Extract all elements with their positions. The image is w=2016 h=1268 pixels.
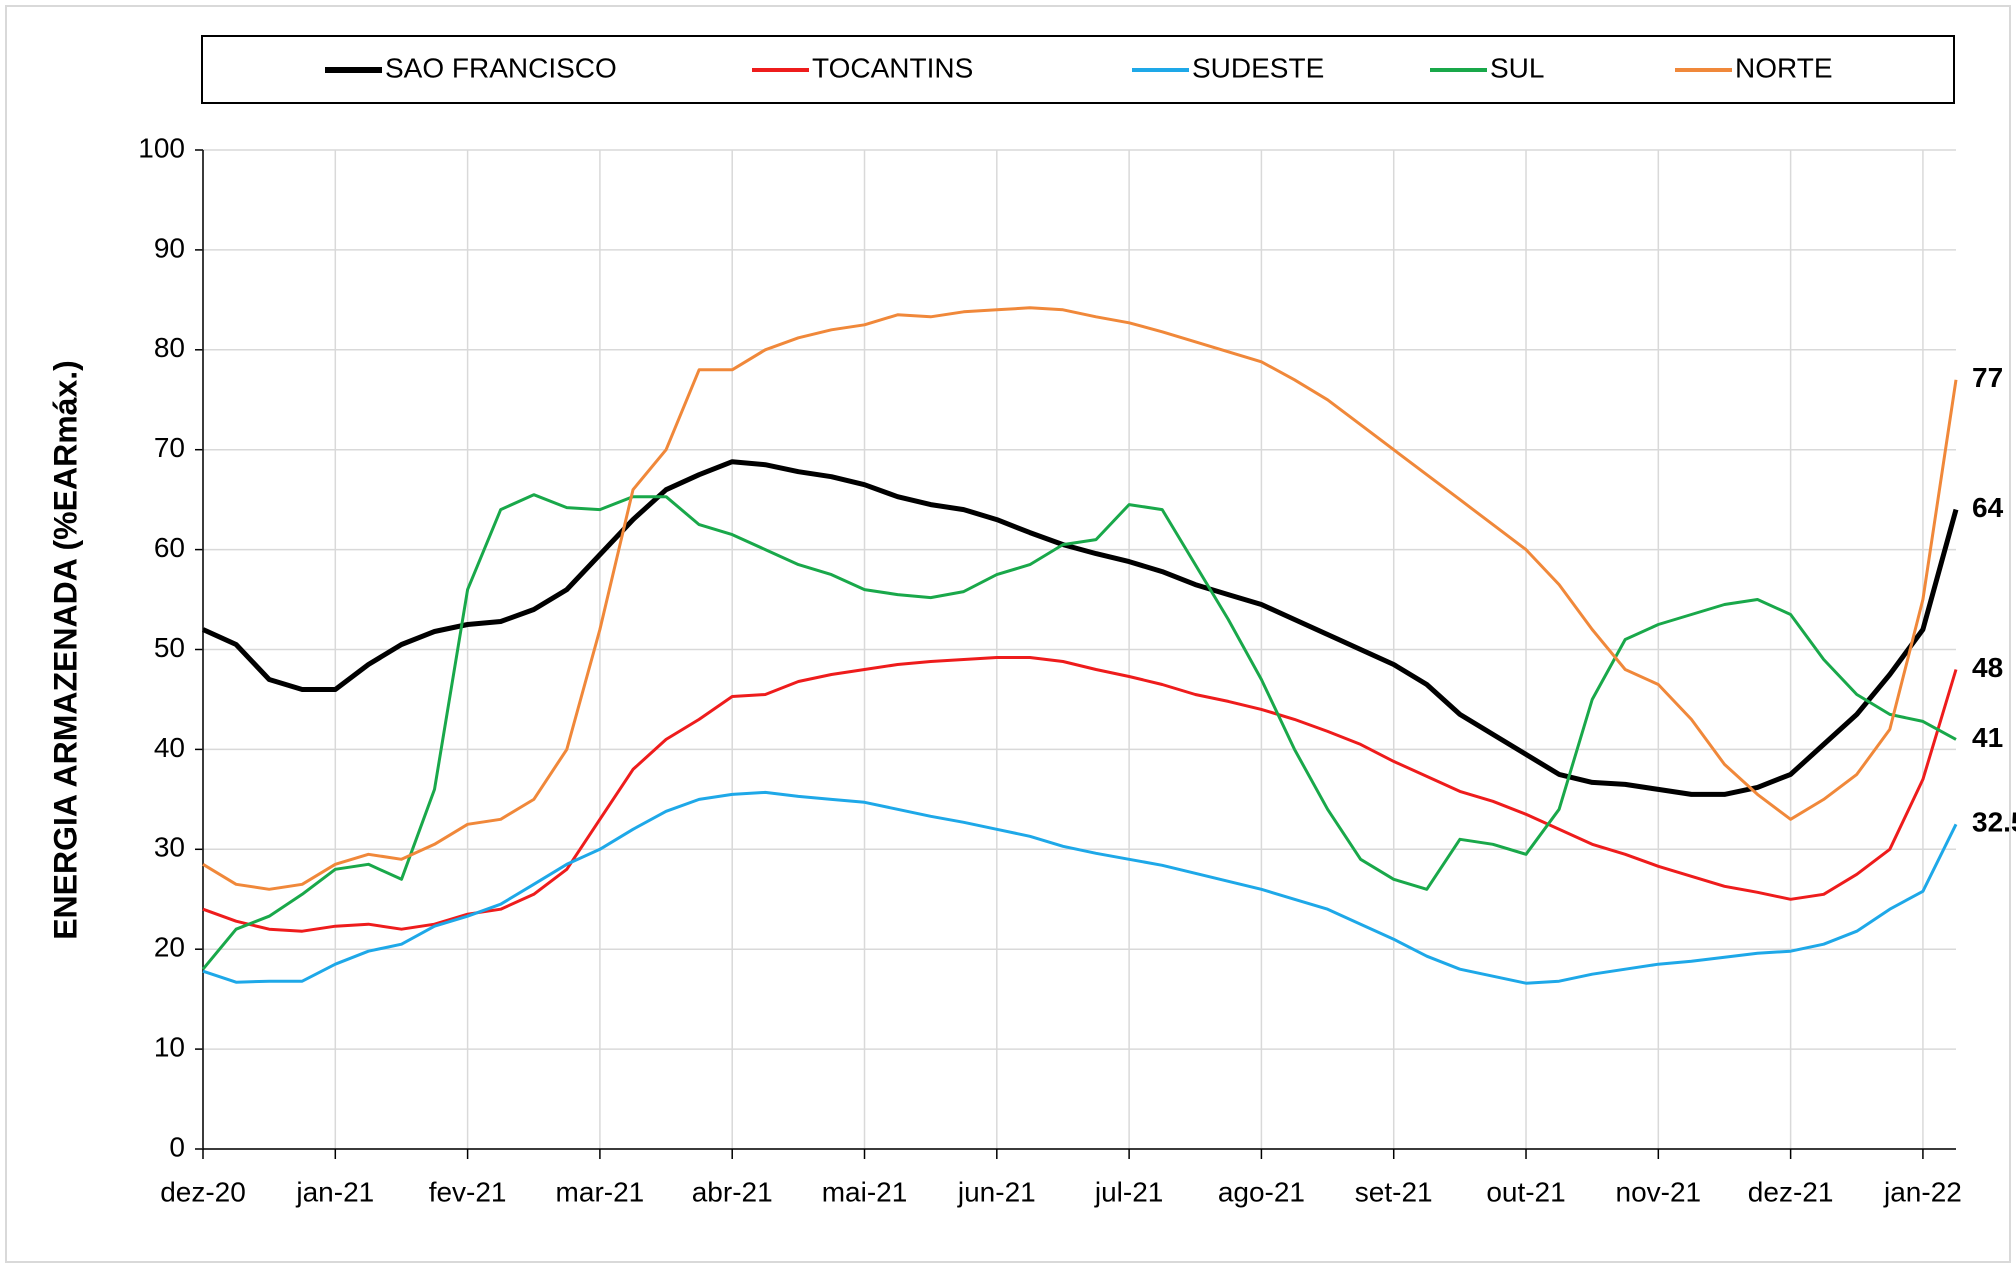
y-tick-label: 40 [154,732,185,763]
legend-label: NORTE [1735,52,1833,83]
end-value-label: 41 [1972,722,2003,753]
series-line [202,306,1958,891]
x-tick-label: jun-21 [957,1176,1036,1207]
end-value-label: 77 [1972,362,2003,393]
x-tick-label: mar-21 [556,1176,645,1207]
series-line [202,790,1958,985]
legend-label: SUDESTE [1192,52,1324,83]
y-tick-label: 90 [154,232,185,263]
x-tick-label: dez-20 [160,1176,246,1207]
x-tick-label: mai-21 [822,1176,908,1207]
end-value-label: 64 [1972,492,2004,523]
legend-label: SUL [1490,52,1544,83]
x-tick-label: abr-21 [692,1176,773,1207]
end-value-label: 32.5 [1972,807,2016,838]
y-tick-label: 20 [154,932,185,963]
x-tick-label: jan-22 [1883,1176,1962,1207]
end-value-label: 48 [1972,652,2003,683]
y-tick-label: 50 [154,632,185,663]
y-axis-title: ENERGIA ARMAZENADA (%EARmáx.) [47,360,83,940]
chart-border [5,5,2011,1263]
x-tick-label: out-21 [1486,1176,1565,1207]
legend-box [201,35,1955,104]
legend-label: TOCANTINS [812,52,973,83]
y-tick-label: 10 [154,1031,185,1062]
x-tick-label: nov-21 [1616,1176,1702,1207]
y-tick-label: 70 [154,432,185,463]
y-tick-label: 60 [154,532,185,563]
legend-label: SAO FRANCISCO [385,52,617,83]
series-line [201,493,1957,971]
x-tick-label: ago-21 [1218,1176,1305,1207]
series-line [201,459,1959,797]
x-tick-label: jul-21 [1094,1176,1163,1207]
x-tick-label: fev-21 [429,1176,507,1207]
y-tick-label: 80 [154,332,185,363]
y-tick-label: 0 [169,1131,185,1162]
y-tick-label: 30 [154,832,185,863]
x-tick-label: dez-21 [1748,1176,1834,1207]
series-line [202,656,1958,933]
x-tick-label: set-21 [1355,1176,1433,1207]
x-tick-label: jan-21 [295,1176,374,1207]
y-tick-label: 100 [138,132,185,163]
